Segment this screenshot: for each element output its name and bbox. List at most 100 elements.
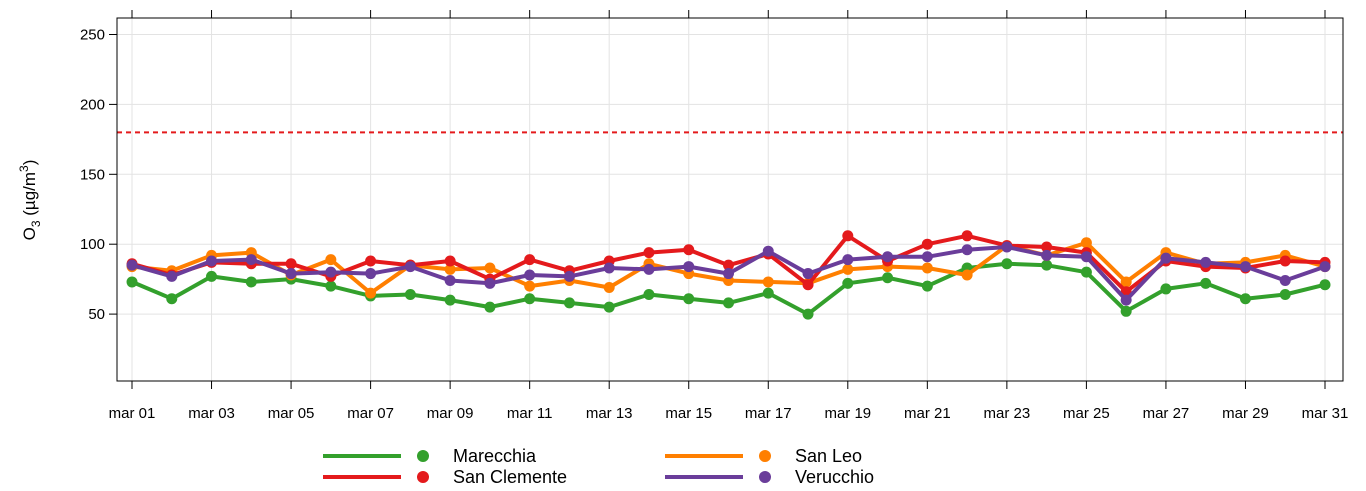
point-verucchio <box>365 268 377 280</box>
point-san-clemente <box>961 230 973 242</box>
point-marecchia <box>1041 259 1053 271</box>
x-tick-label: mar 03 <box>188 405 235 422</box>
point-verucchio <box>285 268 297 280</box>
point-san-clemente <box>842 230 854 242</box>
point-verucchio <box>603 262 615 274</box>
point-marecchia <box>484 301 496 313</box>
x-tick-label: mar 05 <box>268 405 315 422</box>
point-marecchia <box>1279 289 1291 301</box>
point-marecchia <box>1160 283 1172 295</box>
point-verucchio <box>842 254 854 266</box>
point-verucchio <box>166 270 178 282</box>
point-verucchio <box>1239 261 1251 273</box>
y-tick-label: 200 <box>80 96 105 113</box>
point-verucchio <box>1200 256 1212 268</box>
point-san-leo <box>603 282 615 294</box>
x-tick-label: mar 25 <box>1063 405 1110 422</box>
point-marecchia <box>404 289 416 301</box>
point-san-clemente <box>365 255 377 267</box>
point-verucchio <box>683 261 695 273</box>
point-verucchio <box>1041 249 1053 261</box>
point-san-leo <box>1080 237 1092 249</box>
legend-marker-marecchia <box>417 450 429 462</box>
series-layer <box>126 230 1331 320</box>
point-verucchio <box>921 251 933 263</box>
point-marecchia <box>524 293 536 305</box>
point-verucchio <box>484 277 496 289</box>
point-san-leo <box>1120 276 1132 288</box>
point-marecchia <box>1001 258 1013 270</box>
point-marecchia <box>921 280 933 292</box>
point-verucchio <box>1279 275 1291 287</box>
point-verucchio <box>444 275 456 287</box>
grid <box>117 18 1343 381</box>
point-san-clemente <box>285 258 297 270</box>
point-san-leo <box>762 276 774 288</box>
point-marecchia <box>563 297 575 309</box>
point-verucchio <box>1080 251 1092 263</box>
point-verucchio <box>723 268 734 280</box>
point-marecchia <box>166 293 178 305</box>
x-tick-label: mar 11 <box>507 405 553 422</box>
plot-frame <box>116 17 1344 382</box>
point-san-clemente <box>1041 241 1053 253</box>
ylabel-unit-pre: (µg/m <box>20 172 39 221</box>
x-axis: mar 01 mar 03 mar 05 mar 07 mar 09 mar 11 mar … <box>109 10 1349 422</box>
point-verucchio <box>325 266 337 278</box>
x-tick-label: mar 31 <box>1302 405 1349 422</box>
x-tick-label: mar 15 <box>665 405 712 422</box>
point-verucchio <box>563 270 575 282</box>
point-verucchio <box>404 261 416 273</box>
point-marecchia <box>245 276 257 288</box>
point-marecchia <box>723 297 734 309</box>
point-marecchia <box>842 277 854 289</box>
y-axis: 50 100 150 200 250 <box>80 27 117 323</box>
point-verucchio <box>1319 261 1331 273</box>
x-tick-label: mar 29 <box>1222 405 1269 422</box>
point-marecchia <box>126 276 138 288</box>
legend-label-marecchia: Marecchia <box>453 446 537 466</box>
legend-label-verucchio: Verucchio <box>795 467 874 487</box>
point-marecchia <box>1200 277 1212 289</box>
point-san-clemente <box>643 247 655 259</box>
point-san-clemente <box>683 244 695 256</box>
point-marecchia <box>1319 279 1331 291</box>
x-tick-label: mar 27 <box>1143 405 1190 422</box>
legend-marker-san-leo <box>759 450 771 462</box>
point-verucchio <box>524 269 536 281</box>
point-verucchio <box>643 263 655 275</box>
point-verucchio <box>1120 294 1132 306</box>
point-marecchia <box>1239 293 1251 305</box>
point-san-leo <box>325 254 337 266</box>
point-verucchio <box>206 255 218 267</box>
point-marecchia <box>444 294 456 306</box>
x-tick-label: mar 19 <box>824 405 871 422</box>
point-marecchia <box>603 301 615 313</box>
point-verucchio <box>762 245 774 257</box>
point-san-clemente <box>524 254 536 266</box>
point-san-leo <box>365 287 377 299</box>
point-san-leo <box>842 263 854 275</box>
point-verucchio <box>1160 252 1172 264</box>
x-tick-label: mar 23 <box>984 405 1031 422</box>
x-tick-label: mar 09 <box>427 405 474 422</box>
point-verucchio <box>1001 241 1013 253</box>
ylabel-main: O <box>20 227 39 240</box>
point-marecchia <box>1120 305 1132 317</box>
point-marecchia <box>882 272 894 284</box>
ylabel-sup: 3 <box>17 165 31 172</box>
point-marecchia <box>1080 266 1092 278</box>
point-san-clemente <box>444 255 456 267</box>
point-san-clemente <box>723 259 734 271</box>
point-marecchia <box>683 293 695 305</box>
point-marecchia <box>206 270 218 282</box>
legend-label-san-leo: San Leo <box>795 446 862 466</box>
point-verucchio <box>961 244 973 256</box>
x-tick-label: mar 17 <box>745 405 792 422</box>
point-verucchio <box>126 259 138 271</box>
point-san-clemente <box>921 238 933 250</box>
point-verucchio <box>802 268 814 280</box>
